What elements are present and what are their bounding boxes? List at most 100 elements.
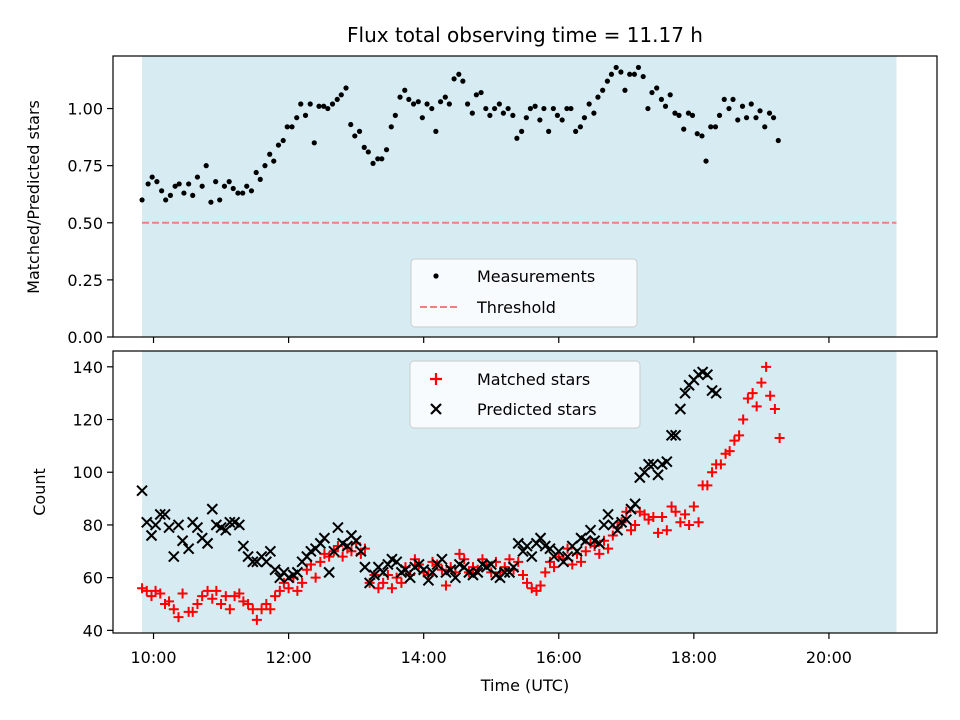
measurement-point xyxy=(321,103,327,109)
matched-star-point xyxy=(155,588,166,599)
predicted-star-point xyxy=(580,535,592,547)
measurement-point xyxy=(464,101,471,107)
predicted-star-point xyxy=(422,574,435,586)
top-y-axis: 0.00 0.25 0.50 0.75 1.00 xyxy=(67,100,113,347)
measurement-point xyxy=(284,124,290,130)
bottom-legend: Matched stars Predicted stars xyxy=(409,360,641,429)
x-tick-label: 12:00 xyxy=(266,648,312,667)
predicted-star-point xyxy=(323,566,335,579)
measurement-point xyxy=(221,183,228,189)
matched-star-point xyxy=(216,599,227,610)
measurement-point xyxy=(235,190,241,196)
measurement-point xyxy=(478,89,484,96)
measurement-point xyxy=(379,156,385,162)
x-tick-label: 20:00 xyxy=(806,648,852,667)
measurement-point xyxy=(451,76,457,82)
matched-star-point xyxy=(738,414,749,425)
measurement-point xyxy=(172,183,178,189)
measurement-point xyxy=(271,158,277,164)
measurement-point xyxy=(226,179,232,185)
top-y-tick-label: 0.50 xyxy=(67,214,103,233)
x-tick-label: 18:00 xyxy=(671,648,717,667)
predicted-star-point xyxy=(149,519,162,531)
predicted-star-point xyxy=(593,537,606,550)
matched-star-point xyxy=(297,577,308,588)
measurement-point xyxy=(735,117,741,123)
bottom-plot-frame xyxy=(112,350,938,634)
predicted-star-point xyxy=(449,571,462,584)
measurement-point xyxy=(437,99,444,105)
predicted-star-point xyxy=(191,521,204,534)
matched-star-point xyxy=(315,556,326,567)
measurement-point xyxy=(537,117,543,123)
predicted-star-point xyxy=(512,537,524,550)
measurement-point xyxy=(676,112,682,118)
matched-star-point xyxy=(177,588,188,599)
measurement-point xyxy=(743,115,750,121)
predicted-star-point xyxy=(561,550,574,563)
predicted-star-point xyxy=(417,564,430,576)
matched-star-point xyxy=(653,527,664,538)
matched-star-point xyxy=(256,604,267,615)
predicted-star-point xyxy=(647,458,660,471)
predicted-star-point xyxy=(544,542,556,555)
predicted-star-point xyxy=(674,403,687,415)
measurement-point xyxy=(712,124,719,130)
matched-star-point xyxy=(440,580,451,591)
measurement-point xyxy=(613,64,619,71)
matched-star-point xyxy=(747,388,758,399)
matched-star-point xyxy=(756,377,767,388)
top-y-tick-label: 1.00 xyxy=(67,100,103,119)
predicted-star-point xyxy=(359,561,371,573)
measurement-point xyxy=(622,87,628,93)
measurement-point xyxy=(433,128,439,134)
measurement-point xyxy=(595,94,601,100)
measurement-point xyxy=(573,128,579,134)
predicted-star-point xyxy=(652,469,664,481)
measurement-point xyxy=(604,78,611,84)
measurement-point xyxy=(159,188,165,194)
measurement-point xyxy=(492,105,498,112)
measurement-point xyxy=(307,101,313,107)
matched-star-point xyxy=(734,430,745,441)
predicted-star-point xyxy=(629,498,641,510)
predicted-star-point xyxy=(669,429,682,442)
matched-star-point xyxy=(626,525,637,536)
predicted-star-point xyxy=(355,545,367,558)
predicted-star-point xyxy=(201,537,214,550)
measurement-point xyxy=(419,115,425,121)
bottom-panel: 40 60 80 100 120 140 10:00 12:00 14:00 16:00 18:0… xyxy=(30,350,938,695)
measurement-point xyxy=(429,105,435,112)
measurement-point xyxy=(338,92,344,98)
predicted-star-point xyxy=(247,556,259,568)
measurement-point xyxy=(730,96,736,103)
measurement-point xyxy=(230,185,236,192)
predicted-star-point xyxy=(584,524,597,536)
predicted-star-point xyxy=(220,524,232,536)
matched-star-point xyxy=(359,543,370,554)
measurement-point xyxy=(500,110,506,116)
measurement-point xyxy=(294,115,300,121)
measurement-point xyxy=(352,133,358,139)
measurement-point xyxy=(627,71,633,77)
x-tick-label: 16:00 xyxy=(536,648,582,667)
predicted-star-point xyxy=(638,466,651,478)
measurement-point xyxy=(186,181,192,187)
predicted-star-point xyxy=(485,558,497,571)
matched-star-point xyxy=(657,512,668,523)
top-plot-frame xyxy=(112,55,938,338)
matched-star-point xyxy=(630,519,641,530)
predicted-star-point xyxy=(332,521,344,534)
matched-star-point xyxy=(265,604,276,615)
matched-star-point xyxy=(688,501,699,512)
predicted-star-point xyxy=(154,508,166,521)
matched-star-point xyxy=(261,599,272,610)
predicted-star-point xyxy=(176,535,189,547)
matched-star-point xyxy=(765,390,776,401)
predicted-star-point xyxy=(499,566,511,579)
predicted-star-point xyxy=(665,429,678,442)
measurement-point xyxy=(514,135,520,141)
matched-star-point xyxy=(310,572,321,583)
matched-star-point xyxy=(192,599,203,610)
bottom-y-tick-label: 80 xyxy=(83,516,103,535)
